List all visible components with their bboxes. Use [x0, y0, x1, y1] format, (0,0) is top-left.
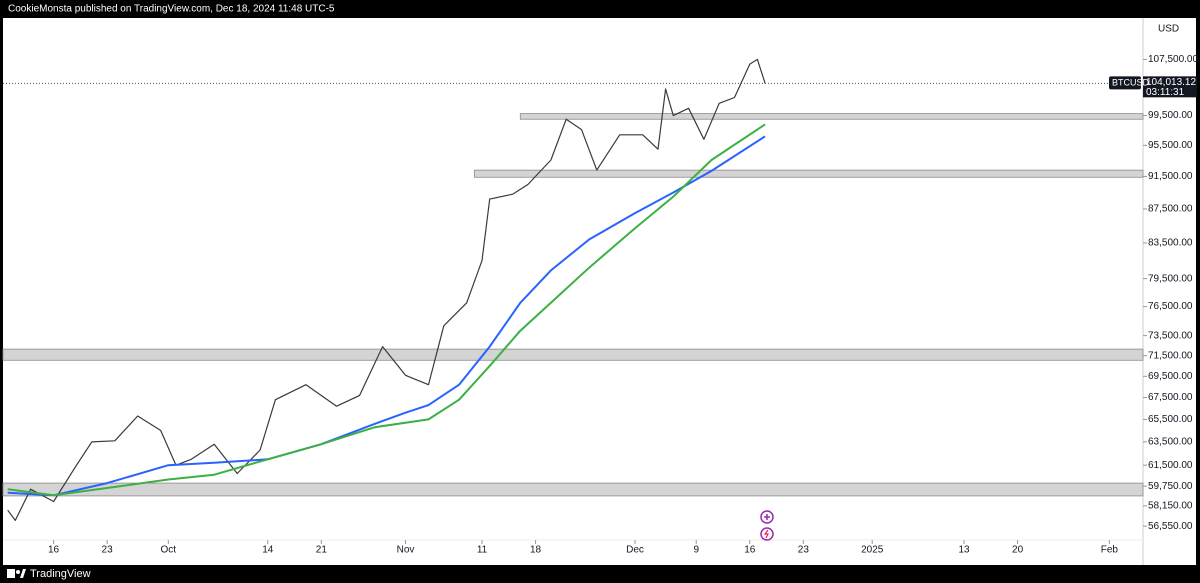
y-tick-label: 71,500.00	[1148, 350, 1193, 361]
y-tick-label: 61,500.00	[1148, 460, 1193, 471]
event-icons	[760, 510, 774, 541]
last-price-box	[1143, 76, 1197, 98]
y-tick-label: 91,500.00	[1148, 171, 1193, 182]
x-tick-label: Oct	[161, 545, 177, 556]
tv-logo	[7, 569, 26, 578]
x-tick-label: 16	[48, 545, 60, 556]
x-tick-label: Feb	[1101, 545, 1119, 556]
price-line	[7, 58, 766, 521]
footer-brand: TradingView	[30, 568, 91, 580]
zone	[519, 113, 1144, 120]
x-tick-label: Dec	[626, 545, 644, 556]
symbol-label: BTCUSD	[1112, 78, 1150, 88]
header-text: CookieMonsta published on TradingView.co…	[8, 4, 335, 15]
x-tick-label: 14	[262, 545, 274, 556]
y-tick-label: 99,500.00	[1148, 110, 1193, 121]
x-tick-label: 13	[958, 545, 970, 556]
y-tick-label: 63,500.00	[1148, 437, 1193, 448]
y-tick-label: 83,500.00	[1148, 238, 1193, 249]
x-tick-label: 20	[1012, 545, 1024, 556]
y-tick-label: 87,500.00	[1148, 204, 1193, 215]
x-tick-label: 18	[530, 545, 542, 556]
zone	[2, 482, 1144, 497]
price-line	[7, 123, 766, 497]
x-tick-label: 2025	[861, 545, 884, 556]
x-tick-label: Nov	[397, 545, 415, 556]
y-tick-label: 56,550.00	[1148, 521, 1193, 532]
zone	[2, 348, 1144, 361]
x-tick-label: 21	[316, 545, 328, 556]
price-line	[7, 135, 766, 497]
y-tick-label: 58,150.00	[1148, 500, 1193, 511]
y-tick-label: 59,750.00	[1148, 481, 1193, 492]
x-tick-label: 23	[798, 545, 810, 556]
y-tick-label: 95,500.00	[1148, 140, 1193, 151]
x-tick-label: 23	[102, 545, 114, 556]
y-tick-label: 65,500.00	[1148, 414, 1193, 425]
y-tick-label: 107,500.00	[1148, 54, 1198, 65]
zone	[473, 169, 1144, 178]
y-tick-label: 69,500.00	[1148, 371, 1193, 382]
symbol-box	[1109, 76, 1141, 90]
chart-area	[3, 18, 1196, 565]
y-tick-label: 76,500.00	[1148, 301, 1193, 312]
x-tick-label: 11	[477, 545, 488, 556]
x-tick-label: 16	[744, 545, 756, 556]
countdown: 03:11:31	[1146, 87, 1185, 98]
y-tick-label: 73,500.00	[1148, 330, 1193, 341]
currency: USD	[1158, 24, 1179, 35]
y-tick-label: 67,500.00	[1148, 392, 1193, 403]
y-tick-label: 79,500.00	[1148, 273, 1193, 284]
x-tick-label: 9	[693, 545, 699, 556]
last-price-label: 104,013.12	[1146, 77, 1196, 88]
